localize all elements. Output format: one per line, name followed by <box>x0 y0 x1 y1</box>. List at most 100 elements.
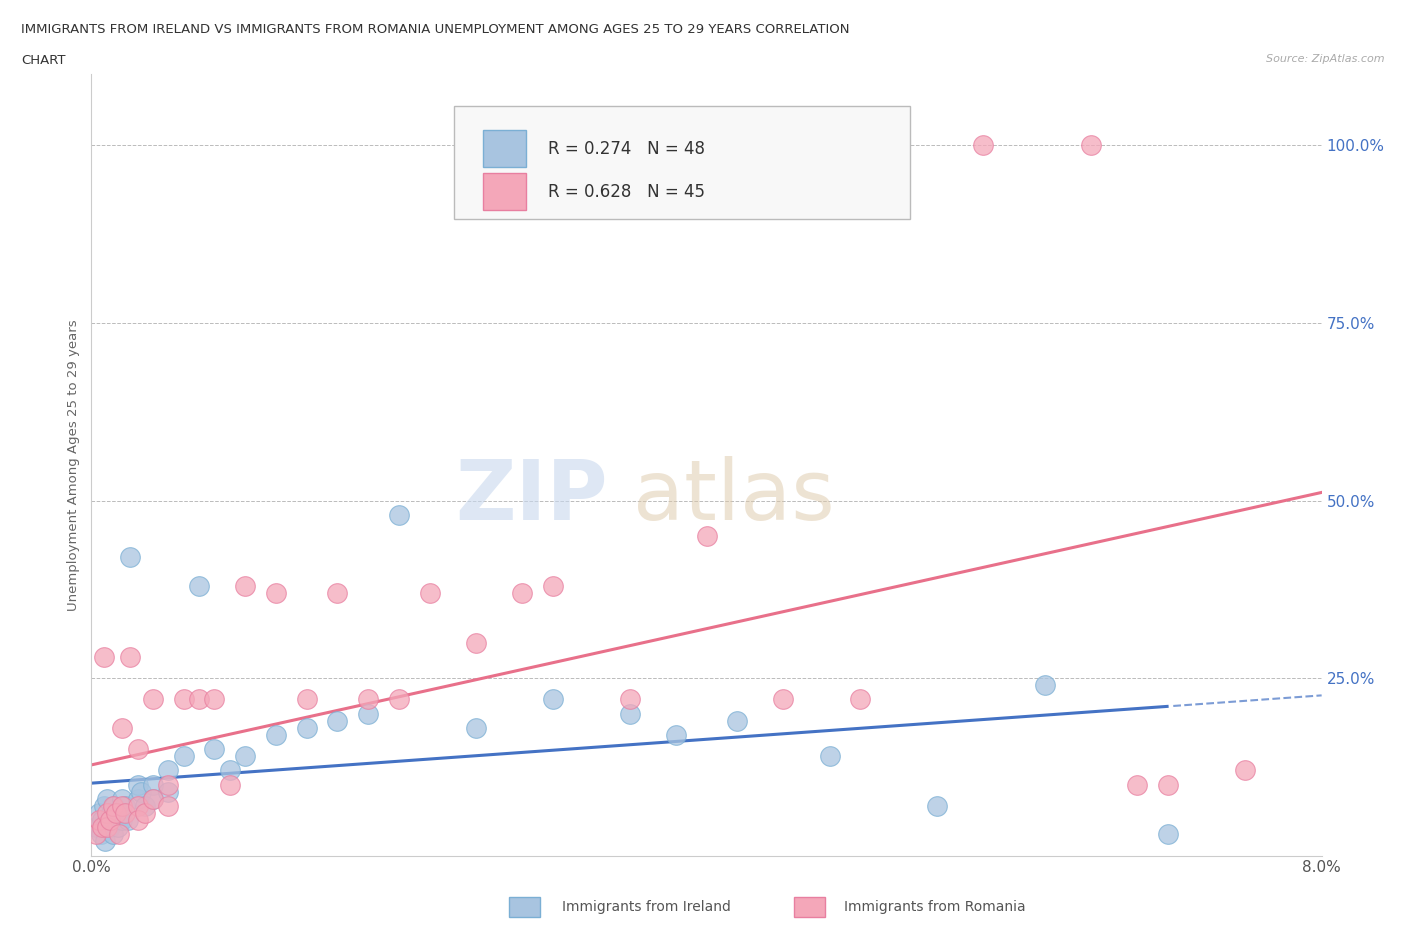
Point <box>98 819 121 834</box>
Point <box>127 799 149 814</box>
Point <box>114 799 136 814</box>
Point <box>619 706 641 721</box>
Point <box>357 706 380 721</box>
Point <box>772 692 794 707</box>
Point <box>173 692 195 707</box>
Point <box>96 791 118 806</box>
Point <box>1126 777 1149 792</box>
Point <box>202 692 225 707</box>
Text: Immigrants from Romania: Immigrants from Romania <box>844 899 1025 914</box>
Point <box>695 528 717 543</box>
FancyBboxPatch shape <box>482 173 526 210</box>
Point <box>157 763 180 777</box>
Point <box>111 813 134 828</box>
Point <box>118 550 141 565</box>
Point <box>108 827 131 842</box>
Point <box>111 791 134 806</box>
Point <box>127 777 149 792</box>
FancyBboxPatch shape <box>482 130 526 167</box>
Point <box>233 578 256 593</box>
Point <box>134 799 156 814</box>
Point <box>84 819 107 834</box>
Point <box>1233 763 1256 777</box>
Point <box>202 741 225 756</box>
Point <box>105 813 127 828</box>
Text: ZIP: ZIP <box>456 456 607 537</box>
Point <box>108 805 131 820</box>
Point <box>818 749 841 764</box>
Point <box>91 813 114 828</box>
Point <box>127 791 149 806</box>
Point <box>117 813 139 828</box>
Point <box>114 805 136 820</box>
Point <box>218 777 240 792</box>
Point <box>96 805 118 820</box>
Point <box>619 692 641 707</box>
Text: R = 0.274   N = 48: R = 0.274 N = 48 <box>548 140 704 157</box>
Point <box>105 805 127 820</box>
Text: IMMIGRANTS FROM IRELAND VS IMMIGRANTS FROM ROMANIA UNEMPLOYMENT AMONG AGES 25 TO: IMMIGRANTS FROM IRELAND VS IMMIGRANTS FR… <box>21 23 849 36</box>
Point <box>101 799 124 814</box>
Point <box>188 578 211 593</box>
Point <box>1080 138 1102 153</box>
Point <box>118 649 141 664</box>
Point <box>173 749 195 764</box>
Point <box>218 763 240 777</box>
Point <box>665 727 688 742</box>
Point <box>326 713 349 728</box>
Point <box>157 784 180 799</box>
Point <box>326 585 349 600</box>
Point <box>188 692 211 707</box>
Point <box>142 777 165 792</box>
Point <box>142 692 165 707</box>
Point <box>725 713 748 728</box>
Point <box>233 749 256 764</box>
Point <box>111 721 134 736</box>
Point <box>541 692 564 707</box>
Point <box>510 585 533 600</box>
Text: Source: ZipAtlas.com: Source: ZipAtlas.com <box>1267 54 1385 64</box>
Point <box>90 827 112 842</box>
Point <box>87 813 110 828</box>
Point <box>127 813 149 828</box>
Point <box>103 799 125 814</box>
Point <box>142 791 165 806</box>
Point <box>157 777 180 792</box>
Point <box>264 585 287 600</box>
Point <box>264 727 287 742</box>
Text: Immigrants from Ireland: Immigrants from Ireland <box>562 899 731 914</box>
Point <box>1157 827 1180 842</box>
Point <box>101 827 124 842</box>
Point <box>464 635 486 650</box>
Point <box>129 784 152 799</box>
Point <box>388 507 411 522</box>
Point <box>111 805 134 820</box>
Point <box>388 692 411 707</box>
Point <box>927 799 949 814</box>
Point <box>295 721 318 736</box>
Point <box>1033 678 1056 693</box>
Point <box>96 813 118 828</box>
Point <box>93 799 115 814</box>
Text: CHART: CHART <box>21 54 66 67</box>
Point <box>87 805 110 820</box>
Point <box>464 721 486 736</box>
Point <box>157 799 180 814</box>
Point <box>93 649 115 664</box>
Text: R = 0.628   N = 45: R = 0.628 N = 45 <box>548 182 704 201</box>
Point <box>100 805 122 820</box>
Point <box>91 819 114 834</box>
Point <box>972 138 994 153</box>
Y-axis label: Unemployment Among Ages 25 to 29 years: Unemployment Among Ages 25 to 29 years <box>67 319 80 611</box>
Point <box>134 805 156 820</box>
Point <box>357 692 380 707</box>
Point <box>127 741 149 756</box>
Point <box>107 819 129 834</box>
Text: atlas: atlas <box>633 456 834 537</box>
Point <box>98 813 121 828</box>
Point <box>111 799 134 814</box>
Point <box>1157 777 1180 792</box>
Point <box>84 827 107 842</box>
Point <box>96 819 118 834</box>
Point <box>849 692 872 707</box>
